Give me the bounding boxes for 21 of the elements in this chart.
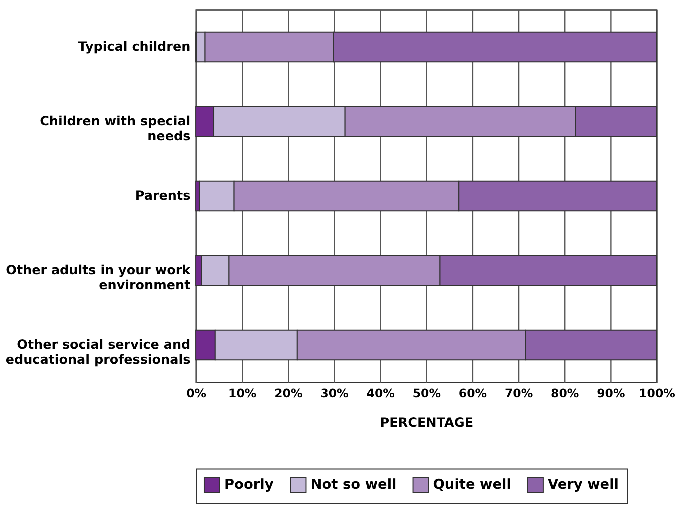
x-tick-label: 90% — [597, 386, 626, 401]
x-tick-label: 10% — [228, 386, 257, 401]
y-tick-label: Typical children — [78, 40, 191, 56]
x-tick-label: 80% — [551, 386, 580, 401]
x-tick-label: 30% — [320, 386, 350, 401]
x-tick-label: 70% — [504, 386, 534, 401]
x-tick-label: 0% — [186, 386, 207, 401]
y-tick-label: Children with special needs — [40, 114, 191, 144]
legend-label: Very well — [548, 477, 620, 494]
legend-label: Not so well — [310, 477, 397, 494]
y-tick-label: Parents — [135, 189, 191, 204]
legend-label: Quite well — [433, 477, 512, 494]
y-tick-label: Other social service and educational professionals — [6, 338, 191, 368]
x-tick-label: 50% — [412, 386, 442, 401]
x-tick-label: 100% — [639, 386, 676, 401]
x-tick-label: 40% — [366, 386, 396, 401]
y-tick-label: Other adults in your work environment — [6, 264, 192, 294]
x-tick-label: 20% — [274, 386, 303, 401]
legend-label: Poorly — [224, 477, 274, 494]
x-axis-title: PERCENTAGE — [380, 416, 474, 432]
x-tick-label: 60% — [458, 386, 488, 401]
